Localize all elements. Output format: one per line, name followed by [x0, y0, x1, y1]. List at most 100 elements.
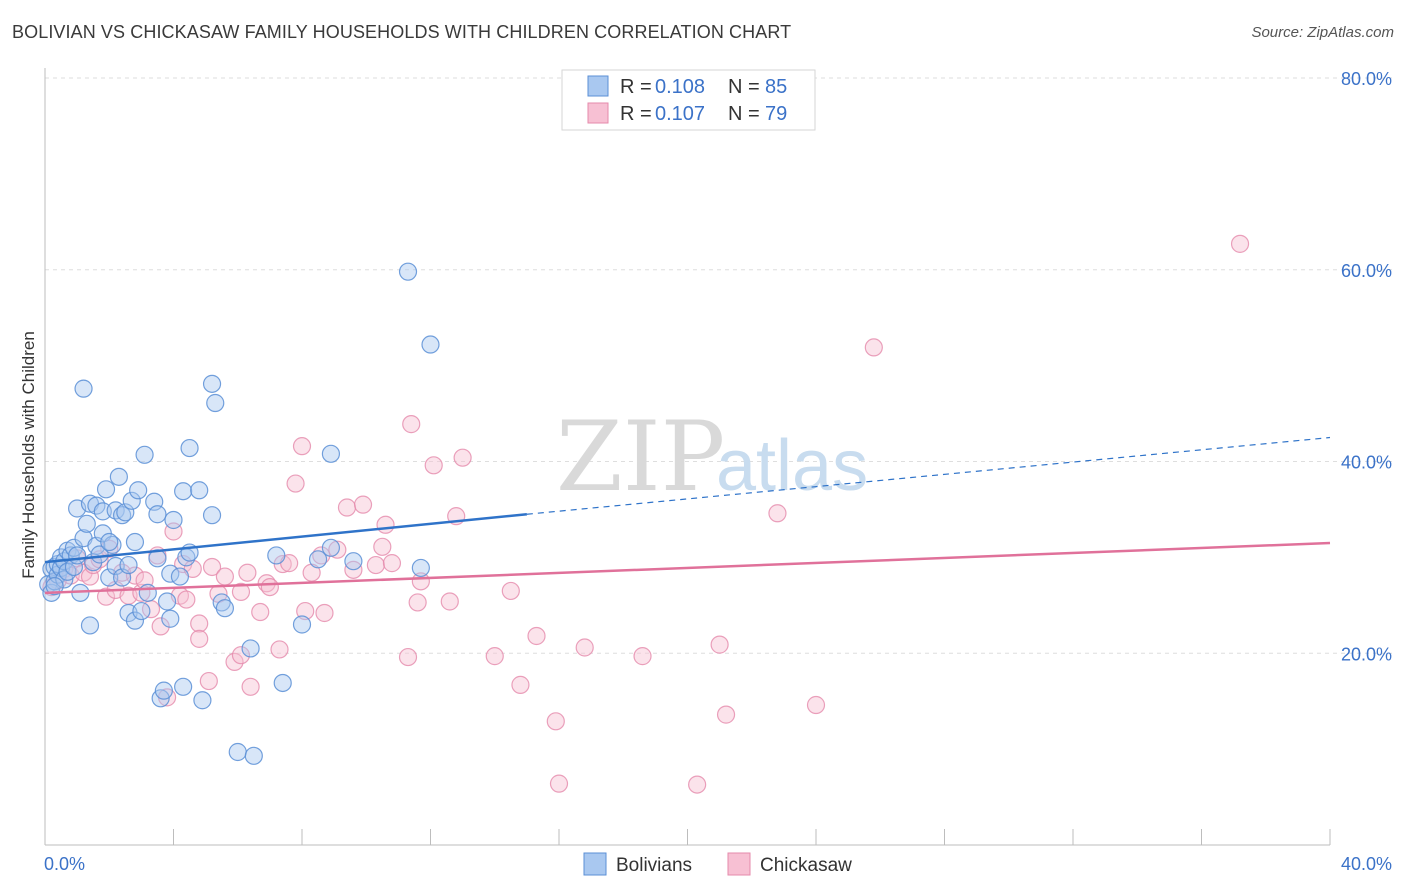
bolivians-points: [39, 262, 440, 765]
bolivians-trend-line: [44, 512, 527, 564]
legend-n-value-bolivians: 85: [765, 76, 787, 98]
chickasaw-point: [177, 590, 196, 609]
chickasaw-point: [688, 775, 707, 794]
chickasaw-point: [710, 635, 729, 654]
legend: R = 0.108 N = 85 R = 0.107 N = 79: [561, 69, 816, 131]
bolivians-point: [132, 601, 151, 621]
chickasaw-point: [190, 614, 209, 633]
bolivians-point: [244, 746, 263, 765]
bolivians-point: [122, 491, 141, 510]
bolivians-point: [125, 532, 145, 552]
chickasaw-point: [96, 587, 116, 606]
y-tick-label: 80.0%: [1341, 69, 1392, 89]
bolivians-point: [321, 538, 341, 557]
bolivians-point: [157, 592, 177, 611]
chickasaw-point: [80, 567, 100, 586]
chickasaw-point: [328, 540, 347, 559]
chickasaw-point: [292, 437, 312, 456]
chickasaw-point: [633, 647, 652, 666]
legend-n-value-chickasaw: 79: [765, 103, 787, 125]
chickasaw-point: [225, 652, 244, 671]
legend-r-value-bolivians: 0.108: [655, 76, 705, 98]
bolivians-point: [228, 742, 247, 762]
chickasaw-point: [806, 695, 826, 715]
bolivians-point: [411, 558, 430, 578]
y-tick-label: 20.0%: [1341, 644, 1392, 664]
chickasaw-point: [251, 602, 270, 622]
bolivians-point: [202, 506, 222, 525]
bolivians-point: [135, 445, 154, 464]
x-tick-label: 0.0%: [44, 854, 85, 874]
chickasaw-point: [190, 629, 209, 648]
chickasaw-point: [402, 415, 421, 434]
bolivians-point: [398, 262, 418, 281]
bolivians-point: [215, 599, 234, 618]
chickasaw-point: [511, 675, 530, 694]
bottom-legend: Bolivians Chickasaw: [583, 852, 852, 876]
chickasaw-points: [42, 234, 1250, 794]
bolivians-point: [241, 639, 260, 658]
source-label: Source: ZipAtlas.com: [1251, 24, 1394, 41]
legend-r-label: R =: [620, 103, 652, 125]
chickasaw-point: [260, 577, 279, 597]
bolivians-point: [321, 444, 341, 463]
chickasaw-point: [575, 638, 594, 657]
chickasaw-point: [527, 626, 546, 646]
bolivians-point: [180, 438, 199, 458]
y-tick-label: 40.0%: [1341, 453, 1392, 473]
bolivians-point: [138, 583, 157, 602]
bottom-legend-bolivians: Bolivians: [616, 855, 692, 876]
bolivians-point: [45, 577, 64, 596]
chickasaw-point: [315, 603, 334, 623]
watermark-zip: ZIP: [556, 401, 725, 513]
chickasaw-point: [231, 582, 251, 601]
chickasaw-point: [296, 601, 315, 621]
bolivians-point: [100, 532, 119, 552]
bolivians-trend-extension: [526, 436, 1331, 515]
bolivians-point: [96, 480, 116, 499]
bolivians-point: [106, 556, 125, 576]
chickasaw-point: [501, 581, 520, 601]
bolivians-point: [164, 510, 183, 530]
legend-n-label: N =: [728, 103, 760, 125]
chickasaw-point: [382, 554, 402, 573]
bolivians-point: [103, 535, 122, 555]
chickasaw-point: [453, 448, 472, 467]
bolivians-point: [125, 611, 145, 630]
bolivians-point: [77, 514, 96, 533]
chickasaw-point: [241, 677, 260, 696]
trend-lines: [44, 436, 1331, 595]
bolivians-point: [119, 555, 138, 575]
bolivians-point: [154, 681, 173, 700]
bolivians-point: [93, 502, 112, 521]
bolivians-point: [193, 691, 212, 710]
chickasaw-point: [546, 712, 565, 731]
chickasaw-trend-line: [44, 541, 1331, 595]
bolivians-point: [170, 567, 190, 586]
bolivians-point: [161, 609, 180, 628]
chart-title: BOLIVIAN VS CHICKASAW FAMILY HOUSEHOLDS …: [12, 22, 792, 42]
legend-r-value-chickasaw: 0.107: [655, 103, 705, 125]
chickasaw-point: [337, 498, 357, 517]
y-tick-label: 60.0%: [1341, 261, 1392, 281]
bolivians-point: [190, 481, 209, 500]
chickasaw-point: [231, 646, 251, 665]
chickasaw-point: [376, 515, 395, 534]
bolivians-point: [112, 506, 132, 525]
bolivians-point: [74, 379, 93, 398]
bolivians-point: [273, 673, 292, 693]
tick-labels: 20.0% 40.0% 60.0% 80.0% 0.0% 40.0%: [44, 69, 1392, 874]
bolivians-point: [90, 545, 109, 564]
chickasaw-point: [202, 557, 222, 577]
axes: [44, 68, 1331, 846]
bottom-legend-swatch-bolivians: [583, 852, 607, 876]
chickasaw-point: [215, 567, 234, 586]
y-axis-title: Family Households with Children: [19, 331, 38, 579]
chickasaw-point: [398, 647, 418, 667]
chickasaw-point: [408, 593, 427, 612]
bolivians-point: [174, 677, 193, 696]
watermark: ZIP atlas: [556, 401, 868, 513]
bolivians-point: [212, 593, 231, 612]
chickasaw-point: [270, 640, 289, 659]
